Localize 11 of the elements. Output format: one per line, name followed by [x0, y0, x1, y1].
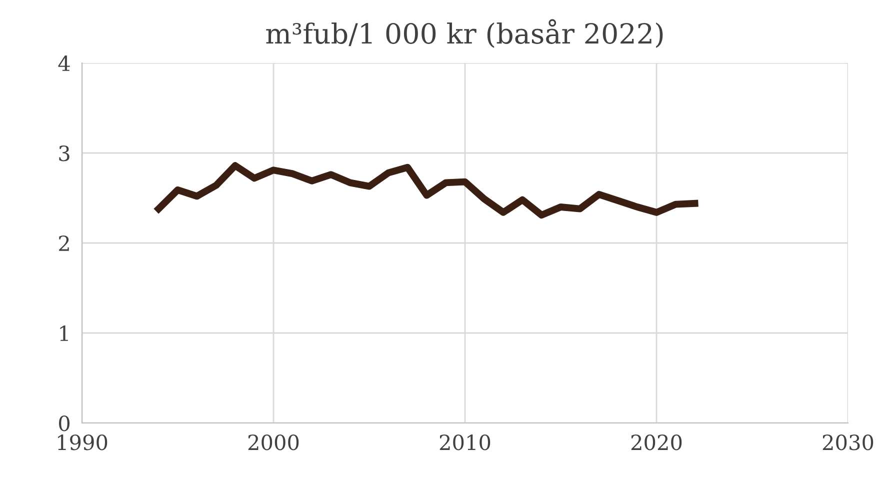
y-tick-label: 4	[58, 55, 70, 71]
chart-title: m³fub/1 000 kr (basår 2022)	[266, 19, 663, 48]
x-tick-label: 1990	[58, 434, 108, 450]
x-tick-label: 2010	[440, 434, 490, 450]
x-tick-label: 2000	[248, 434, 299, 450]
x-tick-label: 2030	[822, 434, 874, 450]
y-tick-label: 2	[59, 235, 69, 251]
x-tick-label: 2020	[631, 434, 682, 450]
y-tick-label: 3	[59, 145, 70, 162]
y-tick-label: 1	[60, 325, 68, 341]
y-tick-label: 0	[59, 415, 70, 432]
